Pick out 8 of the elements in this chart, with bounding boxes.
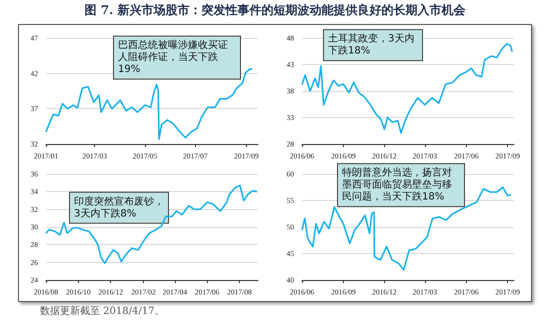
- annotation: 土耳其政变，3天内下跌18%: [328, 32, 414, 57]
- text: 数据更新截至 2018/4/17。: [40, 304, 164, 318]
- line-series: [45, 184, 258, 264]
- annotation: 巴西总统被曝涉嫌收买证人阻碍作证，当天下跌19%: [118, 39, 228, 76]
- annotation: 印度突然宣布废钞，3天内下跌8%: [74, 195, 164, 220]
- line-series: [301, 43, 513, 134]
- annotation: 特朗普意外当选，扬言对墨西哥面临贸易壁垒与移民问题，当天下跌18%: [342, 166, 452, 203]
- chart-title: 图 7. 新兴市场股市：突发性事件的短期波动能提供良好的长期入市机会: [84, 2, 466, 19]
